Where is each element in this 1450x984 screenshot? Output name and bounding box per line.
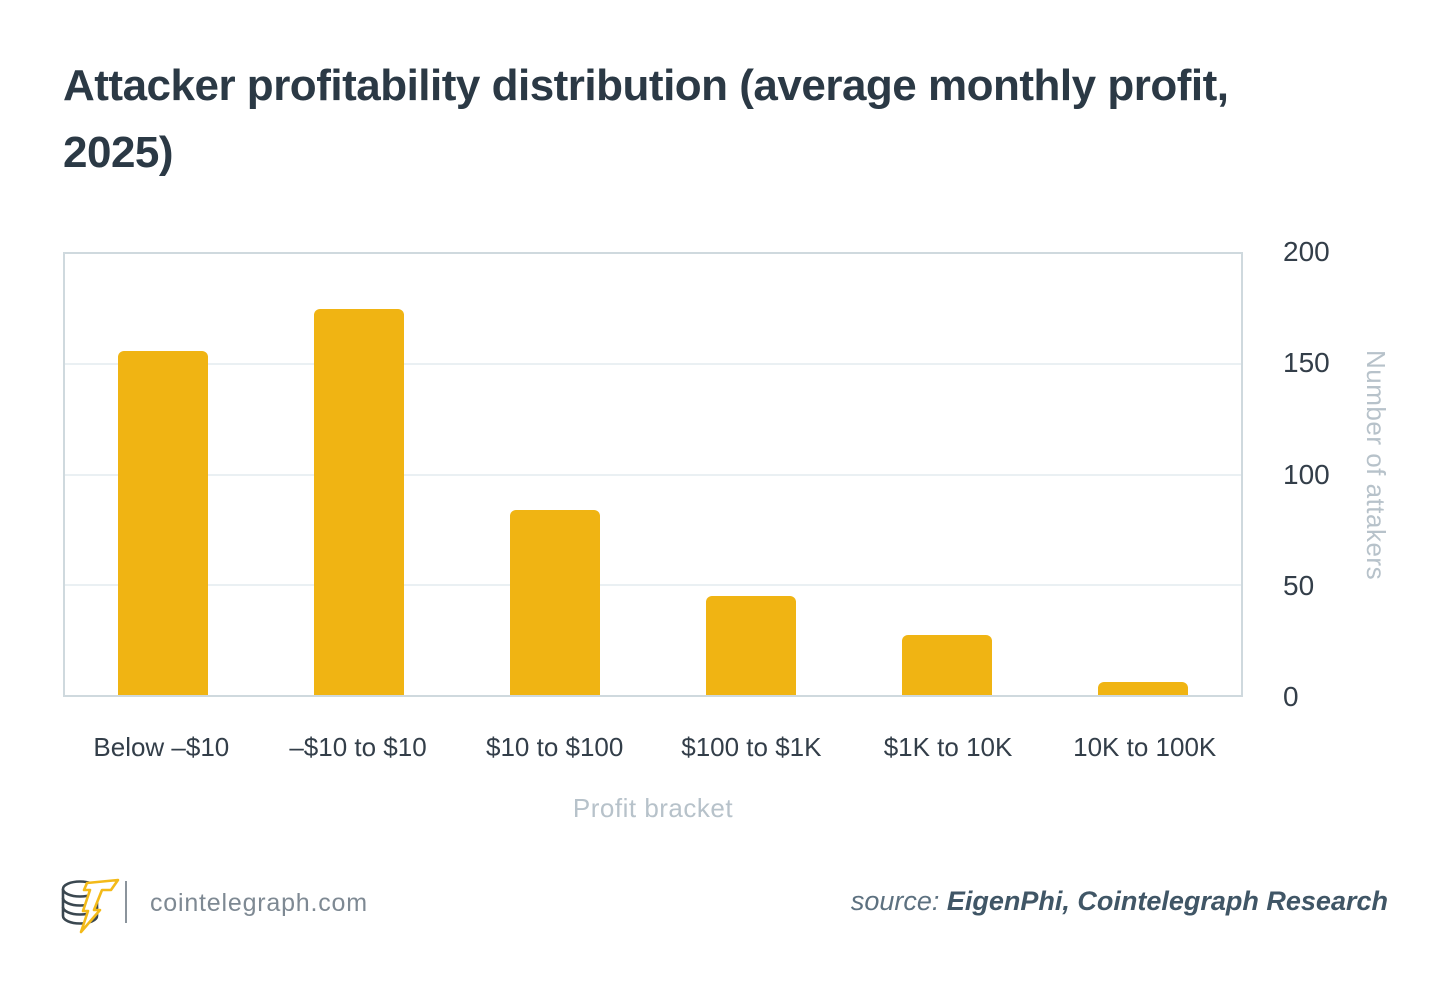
bar-slot: [261, 254, 457, 695]
chart-title: Attacker profitability distribution (ave…: [63, 61, 1229, 177]
source-credit: source: EigenPhi, Cointelegraph Research: [851, 886, 1388, 917]
bar-slot: [849, 254, 1045, 695]
bar-–$10 to $10: [314, 309, 404, 695]
bar-slot: [65, 254, 261, 695]
x-axis-ticks: Below –$10 –$10 to $10 $10 to $100 $100 to …: [63, 732, 1243, 763]
bar-slot: [457, 254, 653, 695]
gridline: [65, 363, 1241, 366]
plot-area: [63, 252, 1243, 697]
cointelegraph-logo-icon: [61, 878, 120, 934]
bar-slot: [653, 254, 849, 695]
source-names: EigenPhi, Cointelegraph Research: [946, 886, 1388, 916]
site-name: cointelegraph.com: [150, 889, 368, 917]
bar-$1K to 10K: [902, 635, 992, 695]
y-axis-ticks: 0 50 100 150 200: [1283, 236, 1363, 712]
bar-series: [65, 254, 1241, 695]
bar-$100 to $1K: [706, 595, 796, 695]
y-tick-label: 0: [1283, 681, 1299, 712]
x-tick-label: Below –$10: [93, 732, 230, 762]
x-tick-label: –$10 to $10: [289, 732, 427, 762]
x-tick-label: 10K to 100K: [1073, 732, 1217, 762]
x-tick-label: $100 to $1K: [681, 732, 822, 762]
gridline: [65, 583, 1241, 586]
footer-divider: [125, 881, 127, 923]
x-tick-label: $1K to 10K: [883, 732, 1013, 762]
y-tick-label: 50: [1283, 569, 1315, 601]
bar-10K to 100K: [1098, 681, 1188, 695]
y-tick-label: 100: [1283, 458, 1330, 490]
gridline: [65, 473, 1241, 476]
y-tick-label: 200: [1283, 236, 1330, 267]
bar-Below –$10: [118, 351, 208, 695]
source-label: source:: [850, 886, 940, 916]
y-axis-title: Number of attakers: [1361, 350, 1391, 581]
bar-slot: [1045, 254, 1241, 695]
x-tick-label: $10 to $100: [486, 732, 624, 762]
bar-$10 to $100: [510, 509, 600, 695]
x-axis-title: Profit bracket: [572, 793, 734, 823]
y-tick-label: 150: [1283, 347, 1330, 379]
